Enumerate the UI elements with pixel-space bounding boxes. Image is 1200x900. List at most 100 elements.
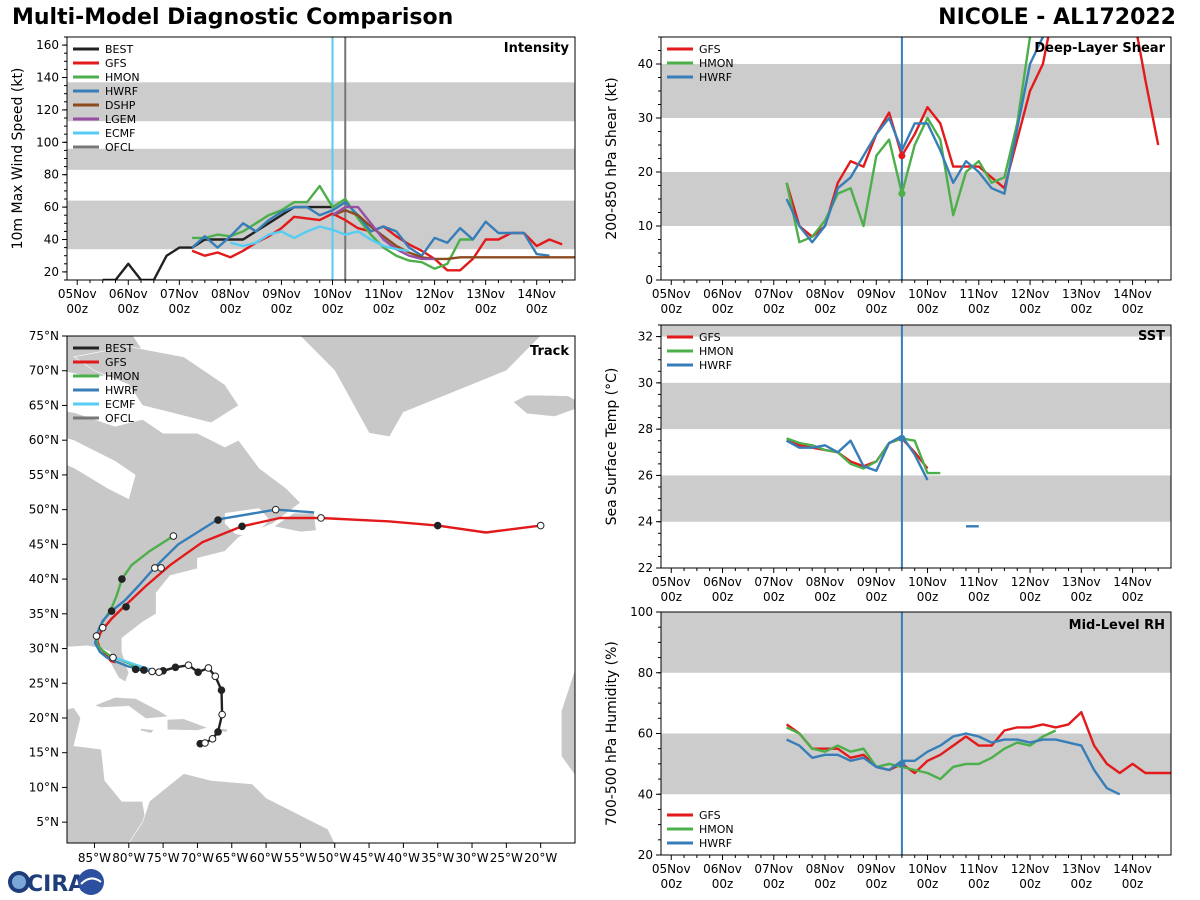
rh-xtick-sublabel: 00z [814, 877, 836, 891]
shear-xtick-label: 12Nov [1011, 287, 1050, 301]
track-hwrf-point [214, 516, 222, 524]
rh-xtick-label: 13Nov [1062, 862, 1101, 876]
track-ytick-label: 40°N [29, 572, 59, 586]
shear-ytick-label: 40 [638, 57, 653, 71]
rh-xtick-sublabel: 00z [1122, 877, 1144, 891]
intensity-ytick-label: 100 [36, 135, 59, 149]
track-xtick-label: 65°W [215, 851, 248, 865]
track-ytick-label: 10°N [29, 780, 59, 794]
shear-xtick-sublabel: 00z [1071, 302, 1093, 316]
sst-legend-hwrf: HWRF [699, 359, 732, 372]
sst-ytick-label: 26 [638, 468, 653, 482]
track-gfs-point [238, 522, 246, 531]
rh-xtick-label: 09Nov [857, 862, 896, 876]
track-legend-gfs: GFS [105, 356, 127, 369]
land-africa-edge [560, 613, 575, 843]
shear-xtick-sublabel: 00z [865, 302, 887, 316]
sst-xtick-label: 14Nov [1113, 575, 1152, 589]
sst-band [661, 475, 1171, 522]
rh-ylabel: 700-500 hPa Humidity (%) [604, 641, 620, 826]
intensity-xtick-label: 14Nov [517, 287, 556, 301]
shear-xtick-label: 09Nov [857, 287, 896, 301]
sst-ylabel: Sea Surface Temp (°C) [604, 368, 620, 526]
intensity-series-lgem [331, 205, 435, 261]
track-ytick-label: 55°N [29, 468, 59, 482]
land-jamaica [140, 728, 155, 734]
rh-ytick-label: 80 [638, 666, 653, 680]
track-hwrf-point [271, 505, 280, 514]
rh-band [661, 733, 1171, 795]
track-hmon-point [169, 532, 178, 540]
intensity-title: Intensity [504, 41, 570, 56]
shear-band [661, 172, 1171, 226]
sst-xtick-label: 08Nov [806, 575, 845, 589]
rh-legend-hwrf: HWRF [699, 837, 732, 850]
track-xtick-label: 60°W [250, 851, 283, 865]
sst-xtick-sublabel: 00z [917, 590, 939, 604]
sst-ytick-label: 32 [638, 330, 653, 344]
intensity-band [67, 148, 575, 170]
sst-xtick-sublabel: 00z [1071, 590, 1093, 604]
track-legend-hmon: HMON [105, 370, 140, 383]
rh-xtick-label: 14Nov [1113, 862, 1152, 876]
sst-xtick-sublabel: 00z [763, 590, 785, 604]
intensity-xtick-sublabel: 00z [373, 302, 395, 316]
track-hwrf-point [157, 564, 165, 572]
rh-xtick-label: 11Nov [959, 862, 998, 876]
track-hwrf-point [107, 607, 116, 615]
rh-title: Mid-Level RH [1069, 618, 1165, 633]
intensity-xtick-label: 06Nov [109, 287, 148, 301]
cira-logo: CIRA [8, 869, 104, 897]
track-xtick-label: 75°W [147, 851, 180, 865]
intensity-xtick-sublabel: 00z [220, 302, 242, 316]
intensity-xtick-label: 12Nov [415, 287, 454, 301]
intensity-series-hwrf [191, 200, 550, 257]
track-best-point [214, 728, 222, 736]
rh-xtick-label: 07Nov [754, 862, 793, 876]
track-ecmf-point [155, 668, 163, 676]
shear-ytick-label: 0 [645, 273, 653, 287]
track-legend-ecmf: ECMF [105, 398, 135, 411]
track-xtick-label: 35°W [421, 851, 454, 865]
shear-series-hwrf [785, 37, 1044, 244]
shear-xtick-sublabel: 00z [1122, 302, 1144, 316]
track-xtick-label: 55°W [284, 851, 317, 865]
track-xtick-label: 25°W [490, 851, 523, 865]
page-title: Multi-Model Diagnostic Comparison [12, 5, 454, 30]
cira-logo-text: CIRA [27, 872, 85, 897]
track-xtick-label: 40°W [387, 851, 420, 865]
shear-legend-hmon: HMON [699, 57, 734, 70]
rh-xtick-sublabel: 00z [1071, 877, 1093, 891]
intensity-xtick-sublabel: 00z [117, 302, 139, 316]
intensity-xtick-sublabel: 00z [169, 302, 191, 316]
sst-xtick-label: 09Nov [857, 575, 896, 589]
intensity-legend-best: BEST [105, 43, 133, 56]
track-best-point [148, 667, 156, 676]
sst-xtick-sublabel: 00z [968, 590, 990, 604]
shear-xtick-label: 08Nov [806, 287, 845, 301]
intensity-ytick-label: 60 [44, 200, 59, 214]
track-ytick-label: 70°N [29, 364, 59, 378]
sst-xtick-sublabel: 00z [1019, 590, 1041, 604]
sst-xtick-label: 07Nov [754, 575, 793, 589]
sst-band [661, 382, 1171, 430]
intensity-xtick-label: 08Nov [211, 287, 250, 301]
track-xtick-label: 45°W [352, 851, 385, 865]
track-best-point [131, 665, 140, 674]
track-xtick-label: 20°W [524, 851, 557, 865]
intensity-ytick-label: 20 [44, 265, 59, 279]
land-baffin [73, 346, 240, 424]
track-ytick-label: 15°N [29, 746, 59, 760]
intensity-legend-gfs: GFS [105, 57, 127, 70]
rh-band [661, 612, 1171, 673]
intensity-ytick-label: 80 [44, 168, 59, 182]
track-best-point [208, 735, 217, 743]
shear-xtick-label: 10Nov [908, 287, 947, 301]
intensity-xtick-label: 10Nov [313, 287, 352, 301]
rh-legend-gfs: GFS [699, 809, 721, 822]
track-title: Track [530, 344, 569, 359]
